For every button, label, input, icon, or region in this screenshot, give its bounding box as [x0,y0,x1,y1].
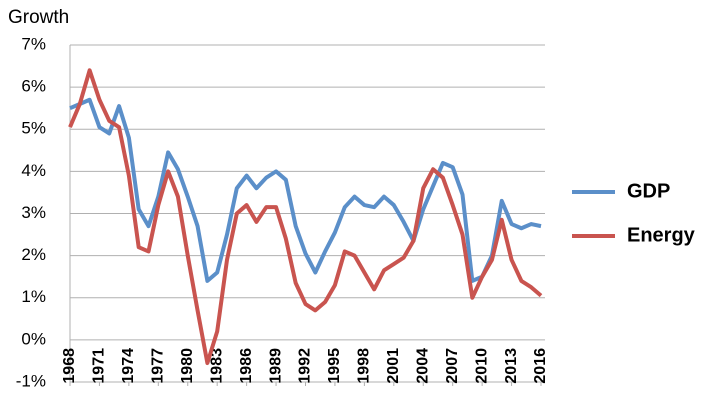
x-tick-label: 2010 [473,348,490,384]
x-tick-label: 1992 [297,348,314,384]
y-tick-label: 7% [21,34,46,53]
x-tick-label: 2007 [444,348,461,384]
y-tick-label: 1% [21,287,46,306]
y-tick-label: 2% [21,245,46,264]
y-tick-label: -1% [16,371,46,390]
x-tick-label: 1983 [208,348,225,384]
x-tick-label: 1971 [91,348,108,384]
legend-label: Energy [627,224,696,246]
x-tick-label: 1974 [120,348,137,384]
x-tick-label: 2016 [532,348,549,384]
x-tick-label: 1986 [238,348,255,384]
y-tick-label: 5% [21,119,46,138]
x-tick-label: 1998 [356,348,373,384]
legend-label: GDP [627,180,670,202]
data-line [69,97,542,283]
x-tick-label: 1977 [150,348,167,384]
y-axis-label: Growth [8,7,69,28]
y-tick-label: 6% [21,77,46,96]
x-tick-label: 2001 [385,348,402,384]
y-tick-label: 4% [21,161,46,180]
x-tick-label: 2004 [414,348,431,384]
x-tick-label: 1980 [179,348,196,384]
x-tick-label: 1968 [61,348,78,384]
x-tick-label: 2013 [503,348,520,384]
y-tick-label: 0% [21,329,46,348]
x-tick-label: 1995 [326,348,343,384]
data-line [68,68,543,366]
y-tick-label: 3% [21,203,46,222]
x-tick-label: 1989 [267,348,284,384]
